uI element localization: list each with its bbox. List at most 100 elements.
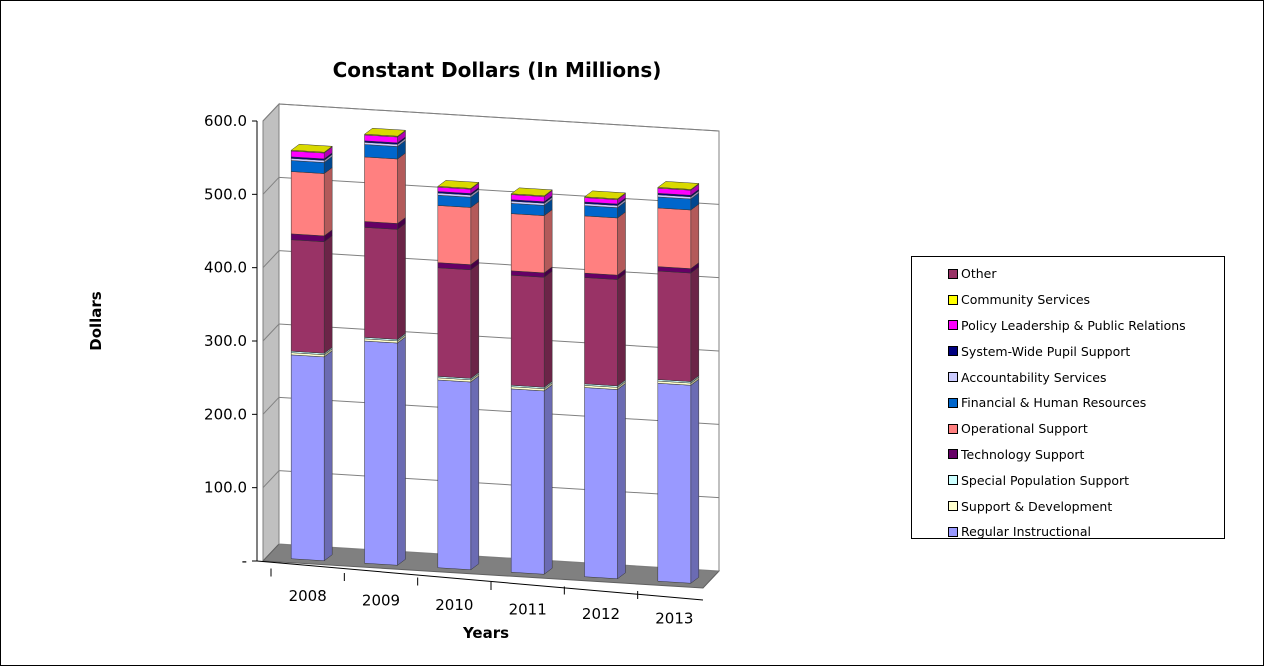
- legend-swatch: [948, 294, 958, 305]
- legend-swatch: [948, 526, 958, 537]
- legend-item: Accountability Services: [912, 364, 1224, 390]
- bar-side: [470, 375, 480, 571]
- chart-title: Constant Dollars (In Millions): [333, 58, 662, 82]
- legend-label: Financial & Human Resources: [961, 395, 1147, 411]
- bar-segment: [510, 274, 545, 388]
- y-tick-label: 100.0: [204, 479, 247, 497]
- x-tick-label: 2008: [289, 587, 327, 605]
- gridline: [262, 103, 720, 132]
- gridline: [262, 470, 720, 499]
- bar-segment: [290, 239, 325, 354]
- gridline: [262, 250, 720, 279]
- bar-segment: [510, 213, 545, 274]
- legend-label: Operational Support: [961, 421, 1088, 437]
- x-tick-labels: 2008 2009 2010 2011 2012 2013: [270, 568, 693, 627]
- legend-swatch: [948, 449, 958, 460]
- y-tick-label: 400.0: [204, 259, 247, 277]
- bar-side: [543, 270, 553, 388]
- legend-swatch: [948, 397, 958, 408]
- x-axis-title: Years: [462, 624, 509, 642]
- bar-segment: [290, 354, 325, 562]
- gridline: [262, 176, 720, 205]
- bar-segment: [290, 171, 325, 237]
- legend-swatch: [948, 423, 958, 434]
- bar-segment: [364, 227, 398, 340]
- y-tick-label: 600.0: [204, 112, 247, 130]
- bar-segment: [364, 156, 398, 224]
- bar-segment: [437, 186, 472, 190]
- bar-segment: [657, 382, 692, 584]
- y-axis-title: Dollars: [87, 291, 105, 351]
- legend-item: Policy Leadership & Public Relations: [912, 313, 1224, 339]
- chart-legend: Other Community Services Policy Leadership…: [911, 256, 1225, 539]
- legend-item: Financial & Human Resources: [912, 390, 1224, 416]
- bar-segment: [364, 144, 398, 160]
- bar-segment: [437, 205, 472, 265]
- bar-segment: [584, 387, 618, 580]
- bar-side: [470, 263, 480, 379]
- bar-segment: [437, 267, 472, 379]
- bars-group: [290, 127, 700, 584]
- bar-side: [617, 273, 626, 387]
- bar-side: [470, 200, 480, 266]
- legend-swatch: [948, 320, 958, 331]
- bar-segment: [437, 379, 472, 571]
- legend-item: Regular Instructional: [912, 519, 1224, 545]
- bar-segment: [364, 133, 398, 138]
- legend-label: Special Population Support: [961, 472, 1130, 488]
- legend-label: Accountability Services: [961, 369, 1107, 385]
- bar-segment: [584, 196, 618, 200]
- bar-side: [323, 235, 333, 354]
- x-tick-label: 2011: [509, 600, 547, 618]
- legend-label: System-Wide Pupil Support: [961, 343, 1131, 359]
- legend-item: Support & Development: [912, 493, 1224, 519]
- legend-item: Special Population Support: [912, 467, 1224, 493]
- legend-swatch: [948, 501, 958, 512]
- bar-segment: [510, 193, 545, 197]
- bar-side: [397, 336, 406, 566]
- y-tick-label: 500.0: [204, 185, 247, 203]
- legend-swatch: [948, 372, 958, 383]
- legend-label: Other: [961, 266, 997, 282]
- bar-side: [617, 211, 626, 276]
- legend-item: Community Services: [912, 287, 1224, 313]
- bar-segment: [364, 340, 398, 566]
- bar-segment: [290, 149, 325, 154]
- legend-swatch: [948, 268, 958, 279]
- legend-label: Policy Leadership & Public Relations: [961, 317, 1186, 333]
- gridline: [262, 396, 720, 425]
- y-tick-labels: - 100.0 200.0 300.0 400.0 500.0 600.0: [204, 112, 257, 570]
- bar-segment: [510, 388, 545, 575]
- legend-item: Operational Support: [912, 416, 1224, 442]
- bar-side: [323, 167, 333, 237]
- bar-segment: [657, 207, 692, 269]
- bar-segment: [584, 277, 618, 387]
- x-tick-label: 2013: [655, 609, 693, 627]
- bar-side: [543, 384, 553, 575]
- bar-segment: [657, 270, 692, 382]
- x-tick-label: 2012: [582, 605, 620, 623]
- x-axis-line: [256, 560, 704, 601]
- bar-side: [690, 378, 700, 584]
- bar-segment: [657, 187, 692, 191]
- bar-side: [397, 152, 406, 225]
- bar-side: [397, 222, 406, 340]
- y-tick-label: -: [242, 552, 247, 570]
- legend-label: Regular Instructional: [961, 524, 1091, 540]
- gridlines: [262, 103, 720, 499]
- legend-label: Community Services: [961, 292, 1091, 308]
- x-tick-label: 2010: [435, 596, 473, 614]
- y-tick-label: 200.0: [204, 405, 247, 423]
- legend-item: Technology Support: [912, 442, 1224, 468]
- bar-side: [690, 266, 700, 383]
- bar-side: [617, 383, 626, 580]
- legend-swatch: [948, 475, 958, 486]
- bar-side: [543, 209, 553, 274]
- x-tick-label: 2009: [362, 591, 400, 609]
- legend-item: Other: [912, 261, 1224, 287]
- bar-side: [690, 203, 700, 270]
- legend-label: Technology Support: [961, 446, 1085, 462]
- y-tick-label: 300.0: [204, 332, 247, 350]
